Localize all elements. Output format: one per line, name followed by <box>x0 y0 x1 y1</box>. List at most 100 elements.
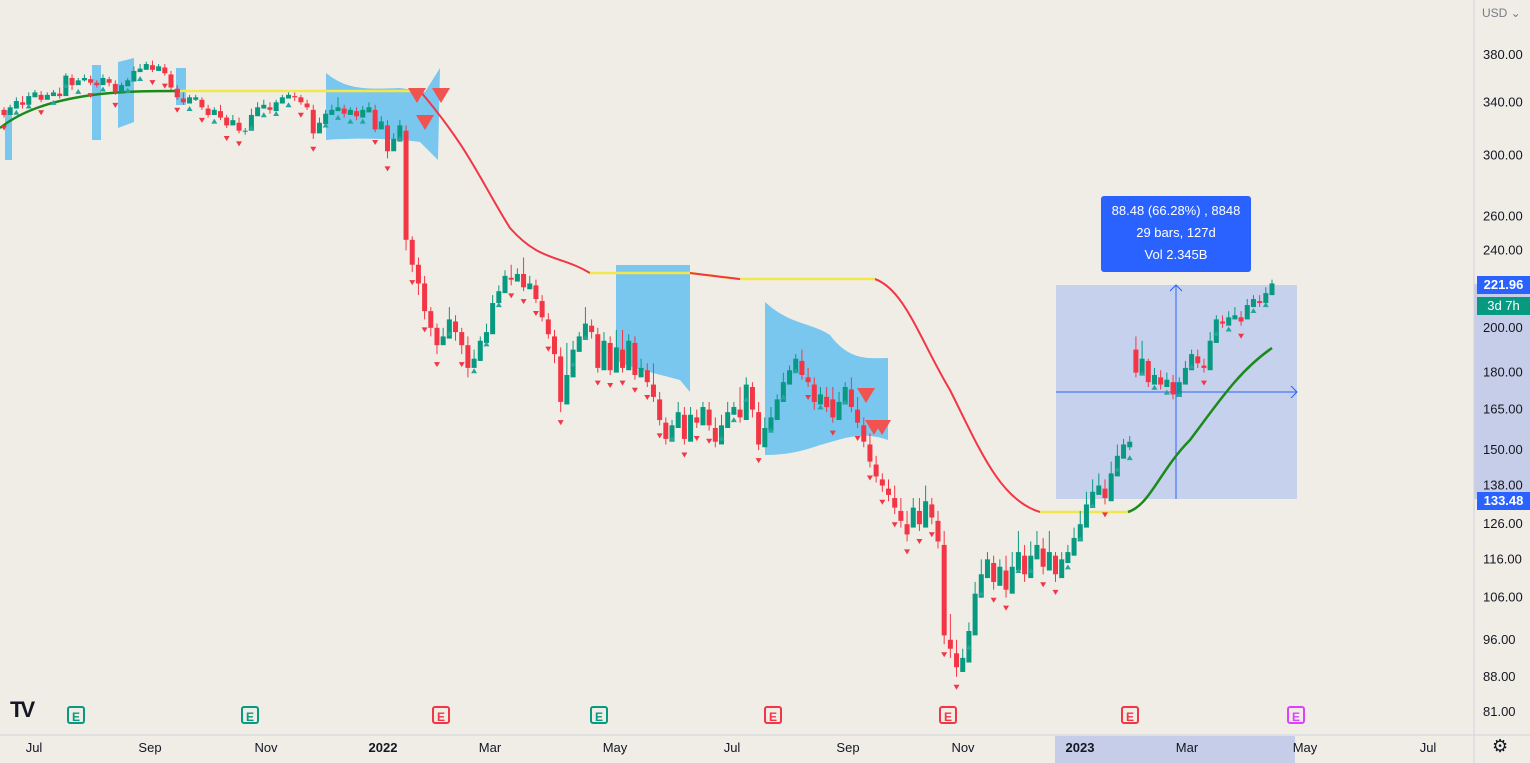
candle-body <box>1040 548 1046 567</box>
candle-body <box>848 389 854 408</box>
earnings-marker-icon[interactable]: E <box>590 706 608 724</box>
signal-up-marker <box>446 330 453 336</box>
candle-body <box>279 97 285 104</box>
y-tick-label: 88.00 <box>1483 669 1516 684</box>
signal-up-marker <box>248 125 255 131</box>
signal-down-marker <box>1052 589 1059 595</box>
earnings-marker-icon[interactable]: E <box>1121 706 1139 724</box>
signal-down-marker <box>866 475 873 481</box>
earnings-marker-icon[interactable]: E <box>764 706 782 724</box>
candle-body <box>774 399 780 421</box>
signal-down-marker <box>508 293 515 299</box>
signal-up-marker <box>767 427 774 433</box>
x-tick-label: May <box>603 740 628 755</box>
candle-body <box>768 417 774 431</box>
tradingview-logo[interactable]: TV <box>10 697 35 722</box>
cloud-band <box>92 65 101 140</box>
candle-body <box>1108 473 1114 502</box>
signal-up-marker <box>1262 302 1269 308</box>
signal-up-marker <box>285 102 292 108</box>
signal-up-marker <box>1015 568 1022 574</box>
currency-selector[interactable]: USD ⌄ <box>1482 6 1521 20</box>
candle-body <box>1269 283 1275 296</box>
signal-up-marker <box>1213 330 1220 336</box>
sell-signal-icon <box>408 88 426 103</box>
candle-body <box>465 345 471 368</box>
signal-up-marker <box>75 88 82 94</box>
candle-body <box>422 283 428 312</box>
earnings-marker-icon[interactable]: E <box>241 706 259 724</box>
candle-body <box>706 409 712 426</box>
candle-body <box>842 387 848 405</box>
signal-down-marker <box>1003 605 1010 611</box>
earnings-marker-icon[interactable]: E <box>1287 706 1305 724</box>
candle-body <box>248 114 254 131</box>
signal-down-marker <box>112 102 119 108</box>
signal-down-marker <box>805 395 812 401</box>
candle-body <box>434 327 440 346</box>
candle-body <box>1102 488 1108 499</box>
candle-body <box>156 66 162 71</box>
settings-gear-icon[interactable]: ⚙ <box>1492 736 1509 756</box>
signal-up-marker <box>570 361 577 367</box>
candle-body <box>886 488 892 495</box>
y-tick-label: 200.00 <box>1483 320 1523 335</box>
candle-body <box>978 574 984 598</box>
candle-body <box>1220 321 1226 324</box>
signal-down-marker <box>879 499 886 505</box>
candle-body <box>1145 360 1151 383</box>
candle-body <box>824 396 830 408</box>
candle-body <box>947 639 953 649</box>
candle-body <box>972 593 978 636</box>
measure-arrow-right <box>1290 385 1298 399</box>
signal-down-marker <box>149 80 156 86</box>
candle-body <box>1257 301 1263 304</box>
candle-body <box>638 367 644 378</box>
candle-body <box>793 358 799 373</box>
candle-body <box>292 96 298 98</box>
candle-body <box>1250 299 1256 308</box>
candle-body <box>898 510 904 521</box>
candle-body <box>38 94 44 100</box>
candle-body <box>162 67 168 74</box>
candle-body <box>1226 317 1232 326</box>
candle-body <box>137 68 143 73</box>
signal-down-marker <box>594 380 601 386</box>
signal-up-marker <box>1250 308 1257 314</box>
signal-down-marker <box>953 684 960 690</box>
y-tick-label: 138.00 <box>1483 478 1523 493</box>
x-tick-label: Nov <box>254 740 278 755</box>
candle-body <box>205 108 211 115</box>
y-tick-label: 240.00 <box>1483 242 1523 257</box>
candle-body <box>428 311 434 328</box>
candle-body <box>174 88 180 98</box>
candle-body <box>477 340 483 361</box>
candle-body <box>780 382 786 402</box>
candle-body <box>892 498 898 508</box>
candle-body <box>787 370 793 385</box>
signal-down-marker <box>421 327 428 333</box>
x-tick-label: Mar <box>1176 740 1199 755</box>
candle-body <box>551 336 557 355</box>
candle-body <box>712 428 718 442</box>
candle-body <box>694 417 700 423</box>
signal-down-marker <box>532 311 539 317</box>
signal-up-marker <box>718 435 725 441</box>
signal-down-marker <box>1200 380 1207 386</box>
earnings-marker-icon[interactable]: E <box>939 706 957 724</box>
signal-up-marker <box>792 368 799 374</box>
candle-body <box>94 82 100 86</box>
signal-down-marker <box>829 430 836 436</box>
signal-down-marker <box>644 395 651 401</box>
candle-body <box>193 97 199 100</box>
candle-body <box>991 563 997 582</box>
candle-body <box>354 111 360 117</box>
earnings-marker-icon[interactable]: E <box>432 706 450 724</box>
candle-body <box>1201 365 1207 368</box>
candle-body <box>861 425 867 442</box>
candle-body <box>1232 315 1238 320</box>
earnings-marker-icon[interactable]: E <box>67 706 85 724</box>
candle-body <box>69 77 75 86</box>
candle-body <box>675 412 681 429</box>
